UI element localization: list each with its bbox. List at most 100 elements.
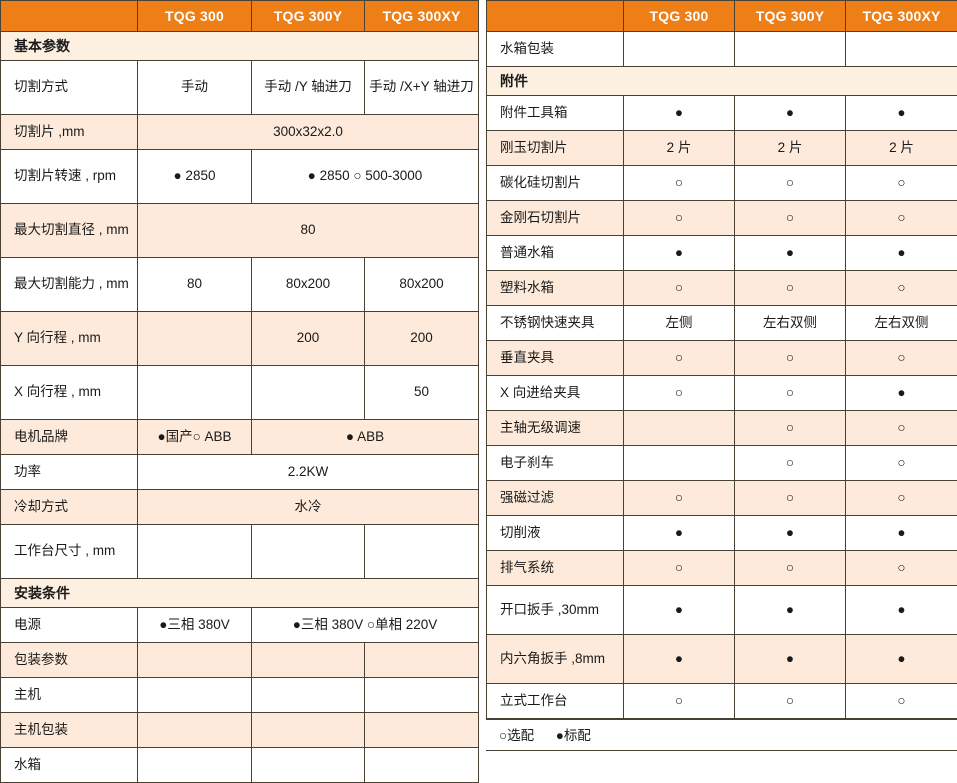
table-row: 主轴无级调速○○ bbox=[487, 411, 957, 446]
right-row-value: ● bbox=[624, 586, 735, 635]
right-row-value: ● bbox=[846, 635, 957, 684]
table-row: 水箱 bbox=[1, 748, 479, 783]
right-row-value: ○ bbox=[846, 481, 957, 516]
right-section-title: 附件 bbox=[487, 67, 957, 96]
right-row-label: 排气系统 bbox=[487, 551, 624, 586]
right-row-label: 不锈钢快速夹具 bbox=[487, 306, 624, 341]
left-row-value: 手动 /X+Y 轴进刀 bbox=[365, 61, 479, 115]
table-row: 排气系统○○○ bbox=[487, 551, 957, 586]
left-row-value: 80x200 bbox=[252, 258, 365, 312]
left-row-label: 最大切割能力 , mm bbox=[1, 258, 138, 312]
right-row-label: 电子刹车 bbox=[487, 446, 624, 481]
table-row: 切削液●●● bbox=[487, 516, 957, 551]
right-row-value: ○ bbox=[846, 551, 957, 586]
right-row-value: ○ bbox=[735, 376, 846, 411]
right-row-label: 附件工具箱 bbox=[487, 96, 624, 131]
left-column-header: TQG 300Y bbox=[252, 1, 365, 32]
right-row-value: 2 片 bbox=[735, 131, 846, 166]
left-row-value bbox=[252, 643, 365, 678]
table-row: 冷却方式水冷 bbox=[1, 490, 479, 525]
table-row: 垂直夹具○○○ bbox=[487, 341, 957, 376]
right-row-label: 强磁过滤 bbox=[487, 481, 624, 516]
left-row-value bbox=[365, 525, 479, 579]
right-row-value: ● bbox=[624, 236, 735, 271]
right-row-value: 左侧 bbox=[624, 306, 735, 341]
legend-optional: ○选配 bbox=[499, 728, 534, 743]
left-section-title: 基本参数 bbox=[1, 32, 479, 61]
right-row-value bbox=[846, 32, 957, 67]
right-row-value: ○ bbox=[735, 341, 846, 376]
right-row-label: 金刚石切割片 bbox=[487, 201, 624, 236]
right-header-corner bbox=[487, 1, 624, 32]
table-row: 切割片转速 , rpm● 2850● 2850 ○ 500-3000 bbox=[1, 150, 479, 204]
table-row: 附件工具箱●●● bbox=[487, 96, 957, 131]
right-row-value: ○ bbox=[846, 271, 957, 306]
left-row-value: 手动 bbox=[138, 61, 252, 115]
table-row: 普通水箱●●● bbox=[487, 236, 957, 271]
right-row-label: 内六角扳手 ,8mm bbox=[487, 635, 624, 684]
left-row-label: 功率 bbox=[1, 455, 138, 490]
left-row-value: 80x200 bbox=[365, 258, 479, 312]
right-row-value: ● bbox=[846, 96, 957, 131]
left-column-header: TQG 300 bbox=[138, 1, 252, 32]
right-row-value: ● bbox=[735, 96, 846, 131]
left-row-value: ● 2850 ○ 500-3000 bbox=[252, 150, 479, 204]
right-row-label: 垂直夹具 bbox=[487, 341, 624, 376]
table-row: 主机包装 bbox=[1, 713, 479, 748]
left-row-label: 主机 bbox=[1, 678, 138, 713]
right-row-label: 刚玉切割片 bbox=[487, 131, 624, 166]
left-row-value: 水冷 bbox=[138, 490, 479, 525]
right-row-value: ○ bbox=[846, 411, 957, 446]
right-row-value: ○ bbox=[735, 201, 846, 236]
right-row-value bbox=[624, 411, 735, 446]
left-row-value: 2.2KW bbox=[138, 455, 479, 490]
left-row-value bbox=[138, 713, 252, 748]
left-row-value bbox=[138, 312, 252, 366]
table-row: 内六角扳手 ,8mm●●● bbox=[487, 635, 957, 684]
right-row-value: ○ bbox=[624, 684, 735, 719]
left-row-value bbox=[365, 643, 479, 678]
table-row: 立式工作台○○○ bbox=[487, 684, 957, 719]
right-row-value: ● bbox=[624, 635, 735, 684]
left-row-label: 包装参数 bbox=[1, 643, 138, 678]
left-column-header: TQG 300XY bbox=[365, 1, 479, 32]
table-row: 金刚石切割片○○○ bbox=[487, 201, 957, 236]
left-row-value: ●三相 380V bbox=[138, 608, 252, 643]
right-section-row: 附件 bbox=[487, 67, 957, 96]
right-row-label: 水箱包装 bbox=[487, 32, 624, 67]
left-row-label: 最大切割直径 , mm bbox=[1, 204, 138, 258]
right-row-label: 塑料水箱 bbox=[487, 271, 624, 306]
left-row-value bbox=[138, 678, 252, 713]
left-row-label: 切割片转速 , rpm bbox=[1, 150, 138, 204]
left-row-value bbox=[365, 678, 479, 713]
right-row-value: 左右双侧 bbox=[735, 306, 846, 341]
right-row-value: ○ bbox=[735, 481, 846, 516]
left-row-label: 电机品牌 bbox=[1, 420, 138, 455]
table-row: 主机 bbox=[1, 678, 479, 713]
left-row-value: ● 2850 bbox=[138, 150, 252, 204]
left-row-value: ● ABB bbox=[252, 420, 479, 455]
left-section-row: 基本参数 bbox=[1, 32, 479, 61]
left-row-label: Y 向行程 , mm bbox=[1, 312, 138, 366]
right-row-value: ○ bbox=[735, 166, 846, 201]
left-row-value: 300x32x2.0 bbox=[138, 115, 479, 150]
right-row-value: ○ bbox=[735, 551, 846, 586]
left-row-value: 80 bbox=[138, 258, 252, 312]
right-row-value: ● bbox=[735, 516, 846, 551]
left-row-value bbox=[138, 366, 252, 420]
table-row: 开口扳手 ,30mm●●● bbox=[487, 586, 957, 635]
table-row: 不锈钢快速夹具左侧左右双侧左右双侧 bbox=[487, 306, 957, 341]
right-row-value: ○ bbox=[624, 341, 735, 376]
table-row: 塑料水箱○○○ bbox=[487, 271, 957, 306]
table-row: 电机品牌●国产○ ABB● ABB bbox=[1, 420, 479, 455]
left-row-value: 手动 /Y 轴进刀 bbox=[252, 61, 365, 115]
table-row: 水箱包装 bbox=[487, 32, 957, 67]
left-header-corner bbox=[1, 1, 138, 32]
right-row-label: 碳化硅切割片 bbox=[487, 166, 624, 201]
